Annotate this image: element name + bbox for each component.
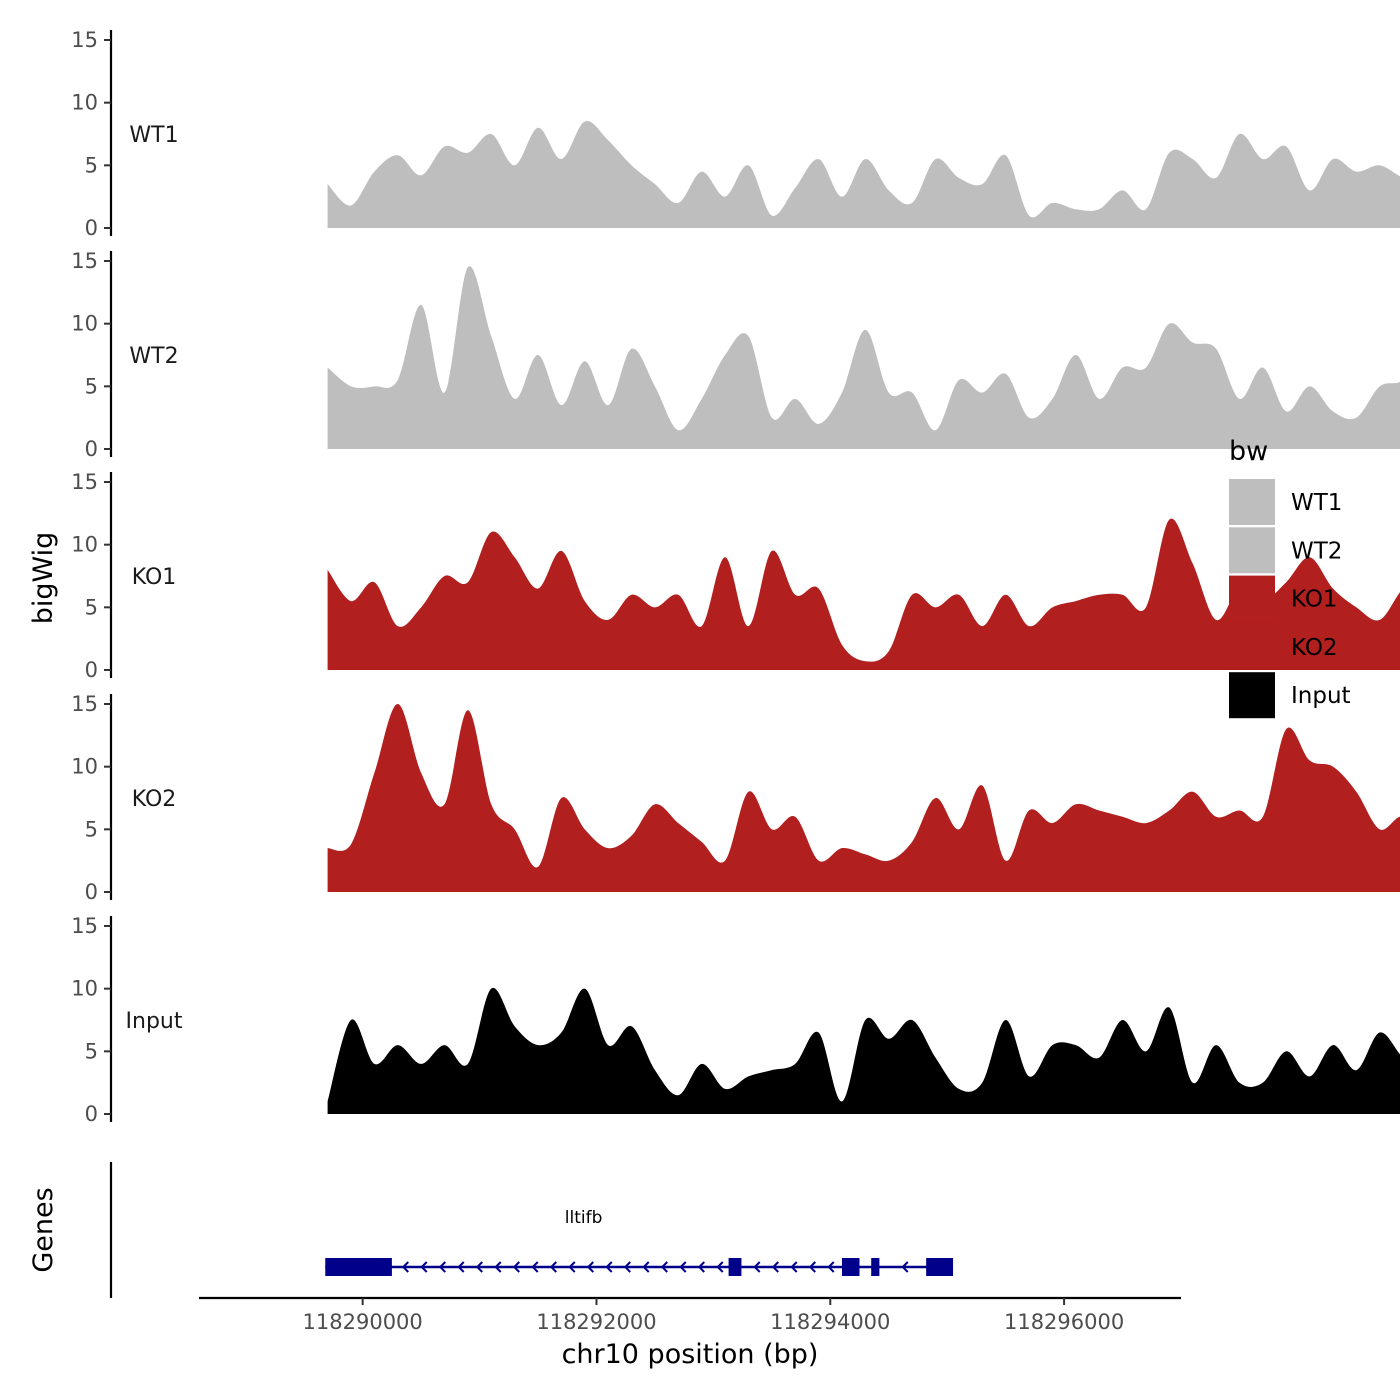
gene-exon (871, 1258, 880, 1276)
gene-exon (926, 1258, 954, 1276)
strand-arrow (716, 1261, 724, 1273)
y-tick-label: 15 (71, 692, 98, 716)
y-tick-label: 15 (71, 914, 98, 938)
genes-axis-title: Genes (28, 1187, 59, 1272)
gene-exon (325, 1258, 392, 1276)
coverage-area-ko1 (327, 518, 1400, 670)
y-tick-label: 0 (85, 216, 98, 240)
y-tick-label: 5 (85, 817, 98, 841)
gene-exon (841, 1258, 860, 1276)
strand-arrow (401, 1261, 409, 1273)
y-axis-title: bigWig (28, 532, 59, 625)
strand-arrow (457, 1261, 465, 1273)
legend-title: bw (1229, 436, 1268, 467)
track-ko1: 0 5 10 15 KO1 (71, 470, 1400, 682)
gene-exon (728, 1258, 742, 1276)
coverage-area-input (327, 988, 1400, 1114)
y-tick-label: 0 (85, 880, 98, 904)
strand-arrow (808, 1261, 816, 1273)
x-tick-label: 118290000 (303, 1310, 423, 1334)
strand-arrow (679, 1261, 687, 1273)
legend-label-ko2: KO2 (1291, 635, 1338, 661)
legend-label-wt1: WT1 (1291, 490, 1342, 516)
strand-arrow (827, 1261, 835, 1273)
track-ko2: 0 5 10 15 KO2 (71, 692, 1400, 904)
strand-arrow (771, 1261, 779, 1273)
coverage-tracks: 0 5 10 15 WT1 0 5 10 15 WT2 0 5 10 15 KO1 0 5 10 15 KO2 0 5 10… (71, 28, 1400, 1126)
legend: bw WT1 WT2 KO1 KO2 Input (1229, 436, 1351, 719)
y-tick-label: 15 (71, 249, 98, 273)
x-tick-label: 118292000 (536, 1310, 656, 1334)
legend-swatch-wt2 (1229, 527, 1275, 574)
strand-arrow (531, 1261, 539, 1273)
y-tick-label: 10 (71, 312, 98, 336)
strand-arrow (790, 1261, 798, 1273)
x-axis-title: chr10 position (bp) (562, 1339, 819, 1370)
genes-panel: Genes lltifb (28, 1162, 954, 1298)
strand-arrow (586, 1261, 594, 1273)
y-tick-label: 10 (71, 977, 98, 1001)
gene-name-label: lltifb (565, 1208, 603, 1228)
y-tick-label: 10 (71, 755, 98, 779)
strand-arrow (642, 1261, 650, 1273)
x-tick-label: 118294000 (770, 1310, 890, 1334)
strand-arrow (420, 1261, 428, 1273)
y-tick-label: 5 (85, 595, 98, 619)
coverage-area-wt2 (327, 266, 1400, 449)
y-tick-label: 0 (85, 437, 98, 461)
y-tick-label: 15 (71, 470, 98, 494)
y-tick-label: 0 (85, 1102, 98, 1126)
strand-arrow (568, 1261, 576, 1273)
strand-arrow (605, 1261, 613, 1273)
track-label-input: Input (126, 1009, 183, 1034)
coverage-area-wt1 (327, 121, 1400, 228)
track-label-wt2: WT2 (129, 344, 178, 369)
y-tick-label: 0 (85, 658, 98, 682)
strand-arrow (512, 1261, 520, 1273)
strand-arrow (438, 1261, 446, 1273)
strand-arrow (660, 1261, 668, 1273)
y-tick-label: 15 (71, 28, 98, 52)
strand-arrow (697, 1261, 705, 1273)
x-tick-label: 118296000 (1004, 1310, 1124, 1334)
track-label-ko2: KO2 (132, 787, 177, 812)
strand-arrow (494, 1261, 502, 1273)
legend-swatch-ko2 (1229, 623, 1275, 670)
strand-arrow (753, 1261, 761, 1273)
legend-swatch-ko1 (1229, 575, 1275, 622)
coverage-area-ko2 (327, 704, 1400, 892)
y-tick-label: 5 (85, 153, 98, 177)
track-wt2: 0 5 10 15 WT2 (71, 249, 1400, 461)
y-tick-label: 10 (71, 91, 98, 115)
legend-swatch-wt1 (1229, 479, 1275, 525)
y-tick-label: 10 (71, 533, 98, 557)
track-label-ko1: KO1 (132, 565, 177, 590)
gene-model (325, 1258, 954, 1276)
strand-arrow (623, 1261, 631, 1273)
strand-arrow (549, 1261, 557, 1273)
track-wt1: 0 5 10 15 WT1 (71, 28, 1400, 240)
strand-arrow (901, 1261, 909, 1273)
track-input: 0 5 10 15 Input (71, 914, 1400, 1126)
x-axis: 118290000 118292000 118294000 118296000 chr… (199, 1296, 1181, 1370)
legend-label-ko1: KO1 (1291, 587, 1338, 613)
strand-arrow (475, 1261, 483, 1273)
legend-swatch-input (1229, 672, 1275, 719)
y-tick-label: 5 (85, 1039, 98, 1063)
legend-label-input: Input (1291, 683, 1351, 709)
track-label-wt1: WT1 (129, 123, 178, 148)
legend-label-wt2: WT2 (1291, 538, 1342, 564)
y-tick-label: 5 (85, 374, 98, 398)
